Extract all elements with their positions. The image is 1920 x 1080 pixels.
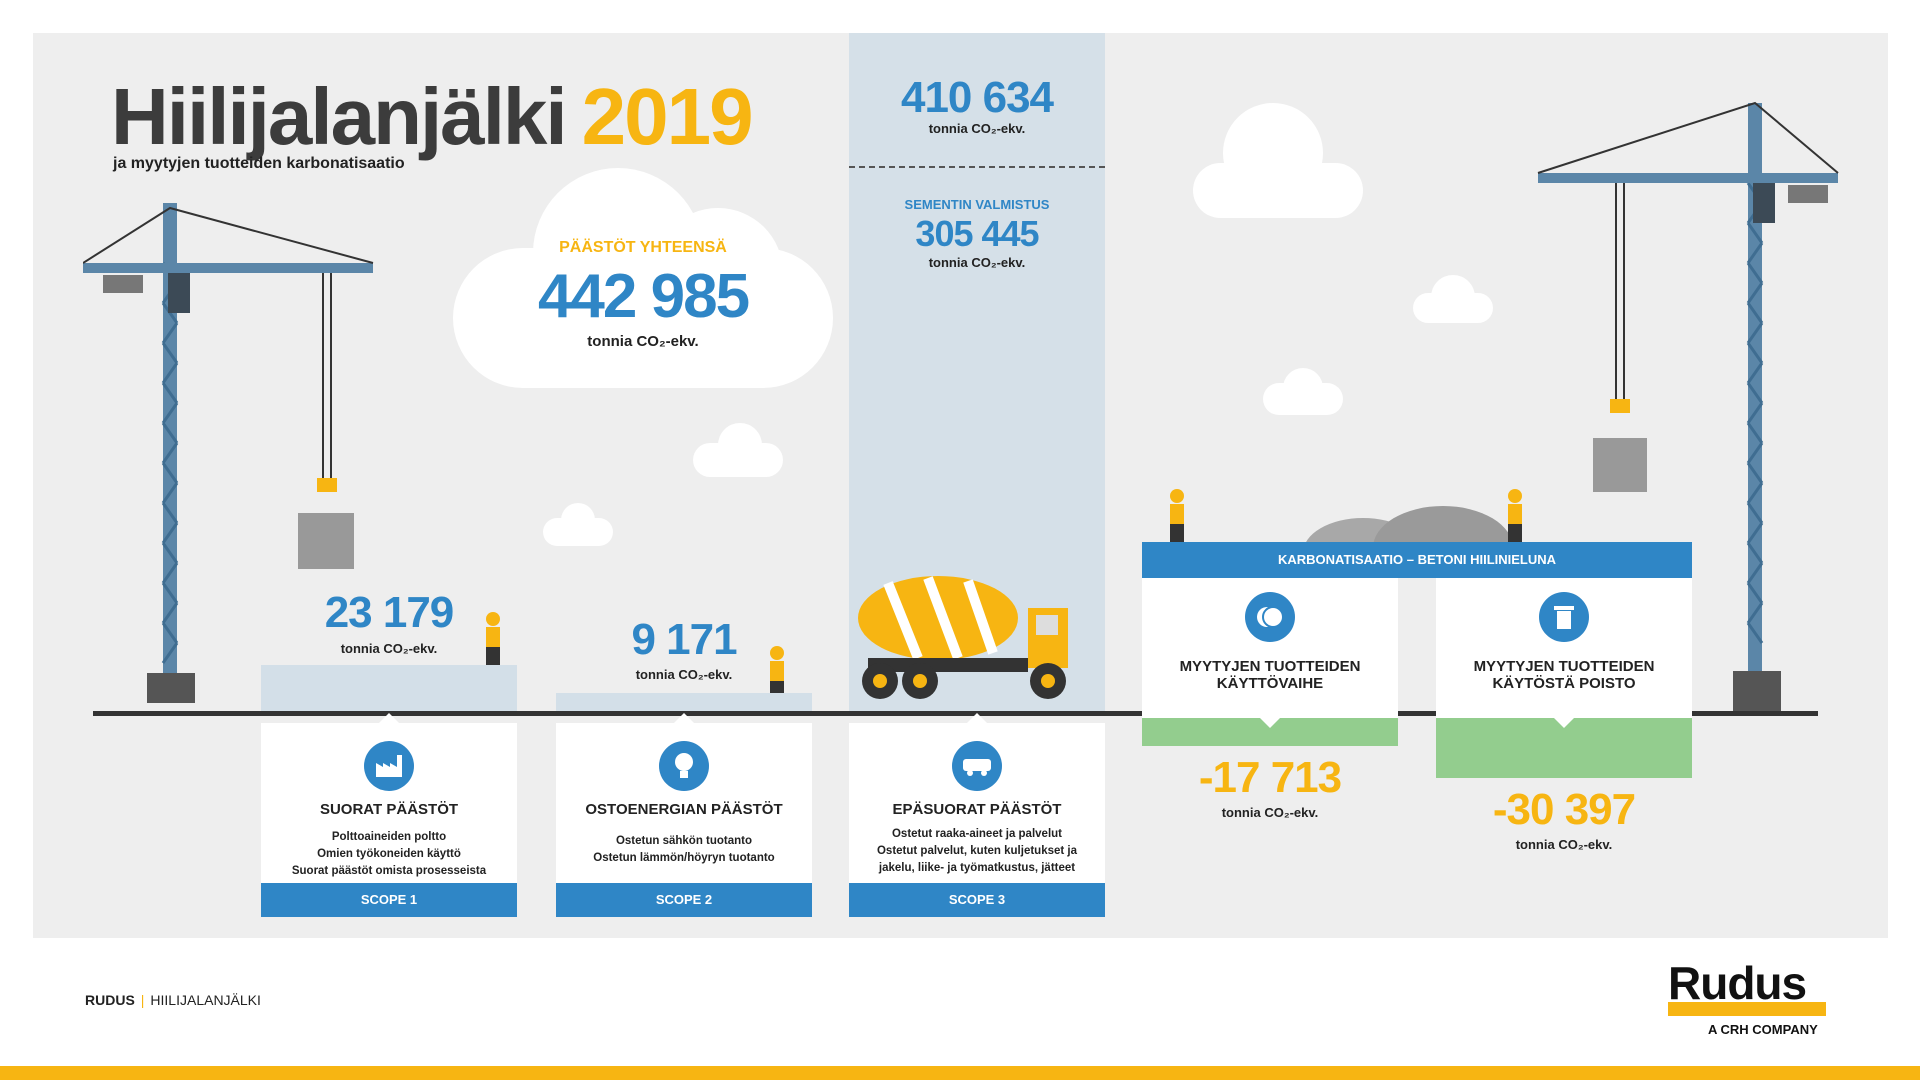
footer-brand: RUDUS <box>85 992 135 1008</box>
cement-value: 305 445 <box>915 213 1039 254</box>
rudus-logo: Rudus A CRH COMPANY <box>1668 960 1828 1037</box>
trash-icon <box>1539 592 1589 642</box>
lightbulb-icon <box>659 741 709 791</box>
logo-underline <box>1668 1002 1826 1016</box>
worker-figure <box>1508 489 1522 542</box>
scope3-divider <box>849 166 1105 168</box>
disposal-title: MYYTYJEN TUOTTEIDEN KÄYTÖSTÄ POISTO <box>1473 658 1655 692</box>
scope2-bar <box>556 693 812 713</box>
logo-wordmark: Rudus <box>1668 957 1807 1009</box>
scope1-label: SCOPE 1 <box>261 883 517 917</box>
scope2-label: SCOPE 2 <box>556 883 812 917</box>
scope1-bar <box>261 665 517 713</box>
scope1-unit: tonnia CO₂-ekv. <box>340 641 438 656</box>
bottom-stripe <box>0 1066 1920 1080</box>
scope2-title: OSTOENERGIAN PÄÄSTÖT <box>585 801 783 818</box>
use-phase-unit: tonnia CO₂-ekv. <box>1221 805 1319 820</box>
scope3-description: Ostetut raaka-aineet ja palvelut Ostetut… <box>876 828 1078 874</box>
scope1-description: Polttoaineiden poltto Omien työkoneiden … <box>291 831 487 877</box>
ground-line <box>93 711 1818 716</box>
scope2-unit: tonnia CO₂-ekv. <box>635 667 733 682</box>
title-text: Hiilijalanjälki <box>111 72 568 161</box>
disposal-bar <box>1436 718 1692 778</box>
crane-left-illustration <box>83 203 374 703</box>
logo-tagline: A CRH COMPANY <box>1708 1022 1818 1037</box>
cement-unit: tonnia CO₂-ekv. <box>928 255 1026 270</box>
page-title: Hiilijalanjälki 2019 <box>111 71 754 163</box>
disposal-unit: tonnia CO₂-ekv. <box>1515 837 1613 852</box>
use-phase-card: MYYTYJEN TUOTTEIDEN KÄYTTÖVAIHE <box>1142 578 1398 728</box>
scope2-description: Ostetun sähkön tuotanto Ostetun lämmön/h… <box>593 835 775 864</box>
scope3-label: SCOPE 3 <box>849 883 1105 917</box>
scope2-value: 9 171 <box>631 615 737 664</box>
mixer-truck-illustration <box>858 576 1068 699</box>
crane-right-illustration <box>1537 101 1839 711</box>
title-year: 2019 <box>581 72 754 161</box>
scope2-card: OSTOENERGIAN PÄÄSTÖT Ostetun sähkön tuot… <box>556 713 812 917</box>
scope3-card: EPÄSUORAT PÄÄSTÖT Ostetut raaka-aineet j… <box>849 713 1105 917</box>
carbonation-header: KARBONATISAATIO – BETONI HIILINIELUNA <box>1142 542 1692 578</box>
total-unit: tonnia CO₂-ekv. <box>587 333 699 350</box>
worker-figure <box>1170 489 1184 542</box>
van-icon <box>952 741 1002 791</box>
scope3-total-unit: tonnia CO₂-ekv. <box>928 121 1026 136</box>
use-phase-title: MYYTYJEN TUOTTEIDEN KÄYTTÖVAIHE <box>1179 658 1361 692</box>
scope1-card: SUORAT PÄÄSTÖT Polttoaineiden poltto Omi… <box>261 713 517 917</box>
scope1-title: SUORAT PÄÄSTÖT <box>319 801 459 818</box>
page-subtitle: ja myytyjen tuotteiden karbonatisaatio <box>113 155 405 172</box>
total-label: PÄÄSTÖT YHTEENSÄ <box>559 239 727 256</box>
coins-icon <box>1245 592 1295 642</box>
footer-breadcrumb: RUDUS | HIILIJALANJÄLKI <box>85 992 261 1008</box>
worker-figure <box>486 612 500 665</box>
use-phase-value: -17 713 <box>1198 753 1342 802</box>
infographic-panel: Hiilijalanjälki 2019 ja myytyjen tuotteid… <box>33 33 1888 938</box>
disposal-card: MYYTYJEN TUOTTEIDEN KÄYTÖSTÄ POISTO <box>1436 578 1692 728</box>
footer-section: HIILIJALANJÄLKI <box>150 992 261 1008</box>
disposal-value: -30 397 <box>1492 785 1636 834</box>
scope3-title: EPÄSUORAT PÄÄSTÖT <box>892 801 1062 818</box>
total-value: 442 985 <box>537 262 750 331</box>
footer-separator: | <box>140 992 145 1008</box>
cement-label: SEMENTIN VALMISTUS <box>904 197 1050 212</box>
factory-icon <box>364 741 414 791</box>
scope3-total-value: 410 634 <box>900 73 1054 122</box>
scope1-value: 23 179 <box>324 588 455 637</box>
